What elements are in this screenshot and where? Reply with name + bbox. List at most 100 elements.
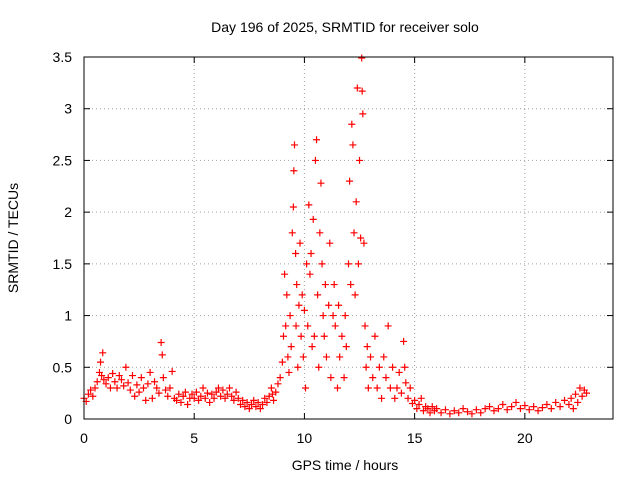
- data-point: [402, 379, 410, 387]
- data-point: [477, 409, 485, 417]
- data-point: [254, 398, 262, 406]
- data-point: [93, 378, 101, 386]
- data-point: [151, 378, 159, 386]
- data-point: [245, 405, 253, 413]
- data-point: [459, 405, 467, 413]
- data-point: [199, 384, 207, 392]
- data-point: [382, 374, 390, 382]
- data-point: [109, 369, 117, 377]
- data-point: [319, 312, 327, 320]
- data-point: [359, 110, 367, 118]
- data-point: [164, 392, 172, 400]
- data-point: [230, 396, 238, 404]
- data-point: [450, 407, 458, 415]
- data-point: [315, 363, 323, 371]
- data-point: [285, 368, 293, 376]
- data-point: [358, 87, 366, 95]
- data-point: [219, 386, 227, 394]
- data-point: [158, 351, 166, 359]
- data-point: [296, 239, 304, 247]
- data-point: [217, 392, 225, 400]
- data-point: [349, 141, 357, 149]
- data-point: [214, 384, 222, 392]
- data-point: [261, 394, 269, 402]
- plot-area-frame: [83, 56, 614, 420]
- data-point: [350, 229, 358, 237]
- data-point: [428, 403, 436, 411]
- data-point: [464, 408, 472, 416]
- data-point: [210, 394, 218, 402]
- data-point: [305, 201, 313, 209]
- data-point: [525, 406, 533, 414]
- data-point: [197, 392, 205, 400]
- y-axis-label: SRMTID / TECUs: [5, 183, 21, 293]
- data-point: [300, 306, 308, 314]
- data-point: [494, 405, 502, 413]
- data-point: [326, 239, 334, 247]
- data-point: [87, 386, 95, 394]
- data-point: [192, 388, 200, 396]
- data-point: [166, 384, 174, 392]
- data-point: [321, 281, 329, 289]
- data-point: [144, 380, 152, 388]
- data-point: [369, 374, 377, 382]
- data-point: [329, 312, 337, 320]
- data-point: [347, 281, 355, 289]
- data-point: [373, 384, 381, 392]
- data-point: [446, 410, 454, 418]
- data-point: [364, 384, 372, 392]
- data-point: [104, 374, 112, 382]
- data-point: [565, 401, 573, 409]
- data-point: [437, 409, 445, 417]
- data-point: [351, 291, 359, 299]
- data-point: [250, 396, 258, 404]
- y-tick-label: 0: [64, 411, 72, 427]
- data-point: [225, 384, 233, 392]
- data-point: [538, 404, 546, 412]
- data-point: [490, 407, 498, 415]
- data-point: [190, 394, 198, 402]
- data-point: [303, 260, 311, 268]
- data-point: [481, 405, 489, 413]
- data-point: [508, 403, 516, 411]
- data-point: [556, 403, 564, 411]
- data-point: [384, 322, 392, 330]
- data-point: [314, 291, 322, 299]
- data-point: [153, 384, 161, 392]
- data-point: [131, 392, 139, 400]
- data-point: [363, 343, 371, 351]
- data-point: [441, 406, 449, 414]
- data-point: [294, 363, 302, 371]
- data-point: [400, 337, 408, 345]
- data-point: [289, 203, 297, 211]
- data-point: [401, 363, 409, 371]
- data-point: [140, 384, 148, 392]
- grid: [84, 57, 613, 419]
- data-point: [348, 120, 356, 128]
- data-point: [248, 401, 256, 409]
- data-point: [175, 390, 183, 398]
- data-point: [335, 301, 343, 309]
- y-tick-label: 3.5: [53, 49, 73, 65]
- data-point: [367, 353, 375, 361]
- data-point: [148, 394, 156, 402]
- data-point: [313, 136, 321, 144]
- data-point: [155, 389, 163, 397]
- data-point: [468, 410, 476, 418]
- data-point: [512, 398, 520, 406]
- data-point: [115, 372, 123, 380]
- data-point: [336, 353, 344, 361]
- x-tick-label: 10: [297, 430, 313, 446]
- data-point: [290, 167, 298, 175]
- data-point: [299, 353, 307, 361]
- data-point: [179, 392, 187, 400]
- data-point: [137, 374, 145, 382]
- data-point: [228, 392, 236, 400]
- data-point: [288, 229, 296, 237]
- data-point: [371, 332, 379, 340]
- data-point: [486, 403, 494, 411]
- data-point: [521, 402, 529, 410]
- y-tick-label: 2.5: [53, 152, 73, 168]
- data-point: [133, 381, 141, 389]
- data-point: [84, 390, 92, 398]
